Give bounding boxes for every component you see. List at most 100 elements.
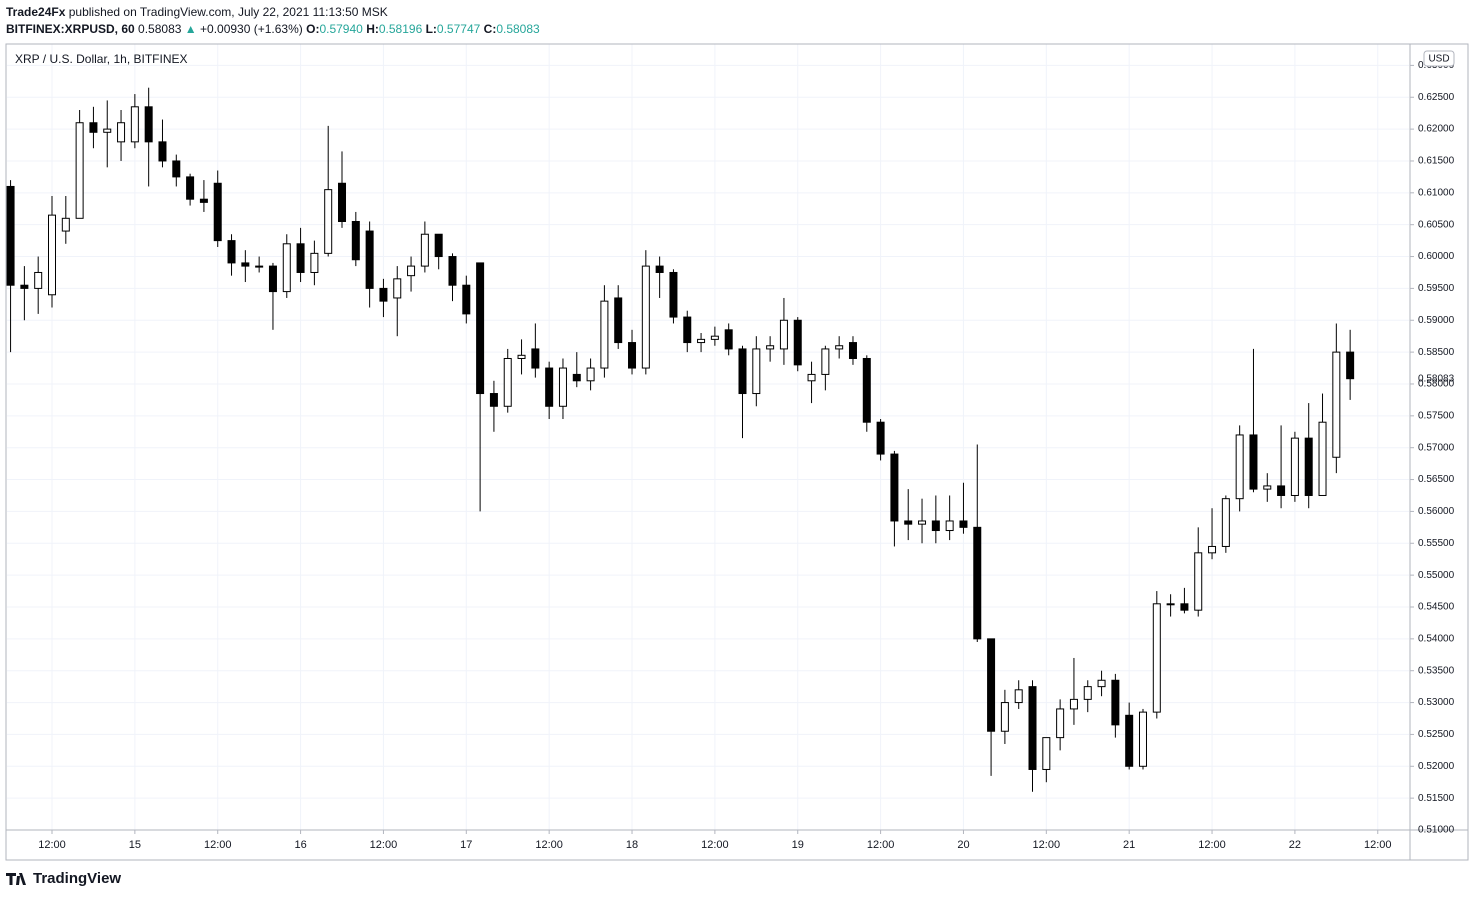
y-tick-label: 0.52500	[1418, 729, 1455, 740]
quote-line: BITFINEX:XRPUSD, 60 0.58083 ▲ +0.00930 (…	[6, 22, 540, 36]
candle-body	[1056, 708, 1065, 739]
candle-body	[904, 520, 913, 525]
candle-body	[296, 243, 305, 273]
l: 0.57747	[436, 22, 481, 36]
candle-body	[1277, 485, 1286, 496]
candle-body	[1125, 714, 1134, 767]
candle-body	[310, 252, 319, 273]
candle-body	[669, 271, 678, 318]
y-tick-label: 0.58000	[1418, 379, 1455, 390]
x-tick-label: 17	[460, 839, 472, 851]
y-tick-label: 0.51500	[1418, 793, 1455, 804]
y-tick-label: 0.58500	[1418, 347, 1455, 358]
o-label: O:	[306, 22, 320, 36]
x-tick-label: 12:00	[701, 839, 729, 851]
candle-body	[517, 354, 526, 359]
candle-body	[821, 348, 830, 375]
candle-body	[1208, 545, 1217, 554]
author: Trade24Fx	[6, 5, 66, 19]
candle-body	[227, 240, 236, 264]
candle-body	[848, 342, 857, 359]
candle-body	[1263, 485, 1272, 490]
y-tick-label: 0.51000	[1418, 825, 1455, 836]
candle-body	[1152, 603, 1161, 713]
currency: USD	[1428, 54, 1449, 65]
candle-body	[448, 256, 457, 286]
candle-body	[1069, 698, 1078, 710]
candle-body	[766, 345, 775, 350]
logo	[6, 873, 26, 885]
candle-body	[282, 243, 291, 293]
y-tick-label: 0.61000	[1418, 187, 1455, 198]
candle-body	[558, 367, 567, 407]
candle-body	[1138, 711, 1147, 767]
y-tick-label: 0.60500	[1418, 219, 1455, 230]
x-tick-label: 18	[626, 839, 638, 851]
candle-body	[324, 189, 333, 254]
candle-body	[835, 345, 844, 350]
candle-body	[973, 526, 982, 640]
candle-body	[241, 262, 250, 267]
y-tick-label: 0.57000	[1418, 442, 1455, 453]
candle-body	[351, 220, 360, 261]
y-tick-label: 0.54000	[1418, 633, 1455, 644]
candle-body	[641, 265, 650, 369]
candle-body	[48, 214, 56, 296]
candle-body	[75, 122, 84, 219]
candle-body	[1180, 603, 1189, 611]
candle-body	[531, 348, 540, 369]
candle-body	[600, 300, 609, 369]
published: published on TradingView.com, July 22, 2…	[68, 5, 388, 19]
y-tick-label: 0.53500	[1418, 665, 1455, 676]
c: 0.58083	[496, 22, 540, 36]
x-tick-label: 16	[294, 839, 306, 851]
candle-body	[213, 182, 222, 242]
candle-body	[876, 421, 885, 455]
x-tick-label: 12:00	[1364, 839, 1392, 851]
candle-body	[793, 319, 802, 366]
chart-title: XRP / U.S. Dollar, 1h, BITFINEX	[15, 52, 188, 66]
x-tick-label: 19	[792, 839, 804, 851]
candle-body	[545, 367, 554, 407]
candle-body	[1221, 498, 1230, 547]
candle-body	[738, 348, 747, 395]
candle-body	[1000, 702, 1009, 732]
x-tick-label: 12:00	[370, 839, 398, 851]
candle-body	[476, 262, 485, 395]
candle-body	[158, 141, 167, 162]
candle-body	[34, 271, 43, 289]
x-tick-label: 12:00	[1033, 839, 1061, 851]
candle-body	[1097, 679, 1106, 688]
x-tick-label: 20	[957, 839, 969, 851]
candle-body	[1346, 351, 1355, 380]
candle-body	[117, 122, 126, 143]
candle-body	[130, 106, 139, 143]
candle-body	[20, 284, 29, 289]
candle-body	[503, 357, 512, 407]
y-tick-label: 0.56500	[1418, 474, 1455, 485]
candle-body	[572, 373, 581, 382]
candle-body	[1028, 686, 1037, 770]
y-tick-label: 0.57500	[1418, 410, 1455, 421]
candle-body	[959, 520, 968, 528]
candle-body	[89, 122, 98, 133]
y-tick-label: 0.56000	[1418, 506, 1455, 517]
y-tick-label: 0.60000	[1418, 251, 1455, 262]
candle-body	[1111, 679, 1120, 726]
y-tick-label: 0.59500	[1418, 283, 1455, 294]
y-tick-label: 0.55500	[1418, 538, 1455, 549]
candle-body	[61, 217, 70, 232]
candle-body	[199, 198, 208, 203]
candle-body	[407, 265, 416, 277]
candle-body	[255, 265, 264, 268]
h-label: H:	[366, 22, 379, 36]
x-tick-label: 12:00	[535, 839, 563, 851]
candle-body	[6, 185, 15, 286]
candle-body	[918, 520, 927, 525]
arrow: ▲	[184, 22, 197, 36]
candle-body	[1235, 434, 1244, 500]
candle-body	[268, 265, 277, 293]
candle-body	[931, 520, 940, 532]
candle-body	[462, 284, 471, 315]
